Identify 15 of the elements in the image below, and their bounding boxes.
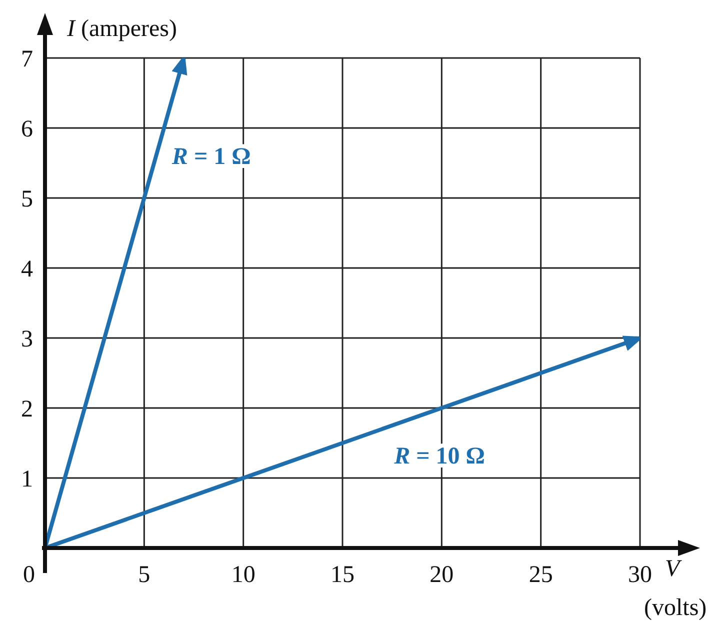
y-tick-label: 5 bbox=[21, 186, 33, 213]
x-tick-label: 5 bbox=[138, 562, 150, 588]
x-tick-label: 10 bbox=[231, 562, 256, 588]
x-tick-label: 20 bbox=[430, 562, 454, 588]
x-tick-label: 30 bbox=[628, 562, 652, 588]
y-tick-label: 3 bbox=[21, 326, 33, 353]
x-tick-label: 25 bbox=[528, 562, 553, 588]
y-tick-label: 1 bbox=[21, 466, 33, 493]
y-tick-label: 2 bbox=[21, 396, 33, 423]
x-tick-label: 0 bbox=[23, 562, 35, 588]
y-tick-label: 7 bbox=[21, 46, 33, 73]
y-tick-label: 4 bbox=[21, 256, 33, 283]
x-tick-label: 15 bbox=[330, 562, 354, 588]
y-tick-label: 6 bbox=[21, 116, 33, 143]
y-axis-title: I (amperes) bbox=[66, 16, 177, 42]
